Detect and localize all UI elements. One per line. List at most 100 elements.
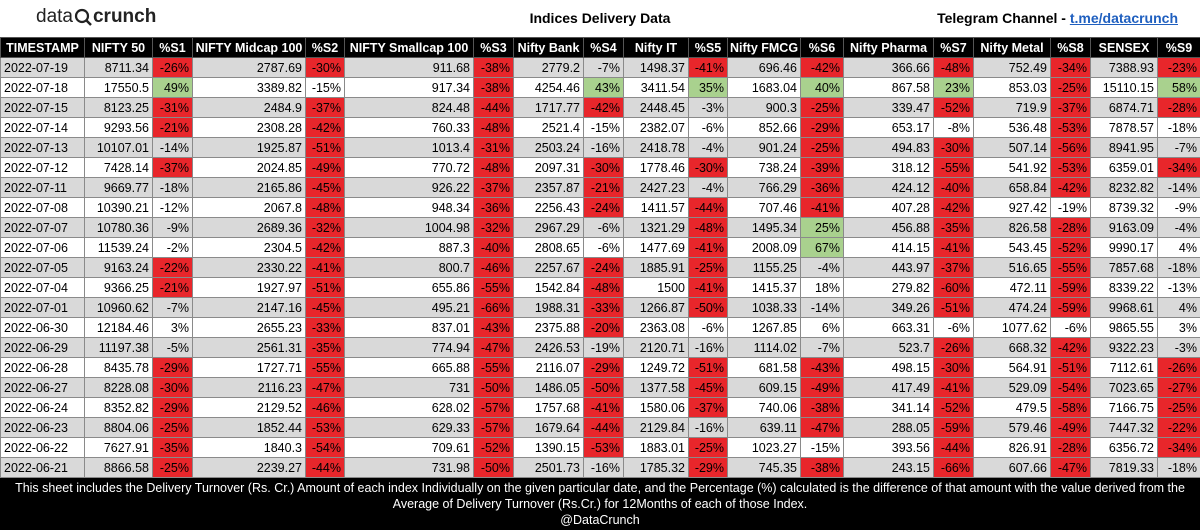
value-cell: 541.92 <box>974 158 1051 178</box>
percent-cell: -29% <box>689 458 728 478</box>
percent-cell: -37% <box>306 98 345 118</box>
percent-cell: -4% <box>801 258 844 278</box>
percent-cell: 49% <box>153 78 193 98</box>
value-cell: 7166.75 <box>1091 398 1158 418</box>
value-cell: 9322.23 <box>1091 338 1158 358</box>
value-cell: 536.48 <box>974 118 1051 138</box>
value-cell: 774.94 <box>345 338 474 358</box>
value-cell: 529.09 <box>974 378 1051 398</box>
value-cell: 2418.78 <box>624 138 689 158</box>
telegram-link[interactable]: t.me/datacrunch <box>1070 10 1178 26</box>
value-cell: 1415.37 <box>728 278 801 298</box>
percent-cell: -44% <box>584 418 624 438</box>
value-cell: 1321.29 <box>624 218 689 238</box>
percent-cell: 58% <box>1158 78 1200 98</box>
percent-cell: 23% <box>934 78 974 98</box>
percent-cell: -37% <box>474 178 514 198</box>
value-cell: 7388.93 <box>1091 58 1158 78</box>
percent-cell: -49% <box>801 378 844 398</box>
value-cell: 341.14 <box>844 398 934 418</box>
percent-cell: -6% <box>584 238 624 258</box>
value-cell: 745.35 <box>728 458 801 478</box>
value-cell: 1114.02 <box>728 338 801 358</box>
percent-cell: 3% <box>1158 318 1200 338</box>
value-cell: 709.61 <box>345 438 474 458</box>
value-cell: 1495.34 <box>728 218 801 238</box>
value-cell: 2257.67 <box>514 258 584 278</box>
value-cell: 1717.77 <box>514 98 584 118</box>
value-cell: 1852.44 <box>193 418 306 438</box>
date-cell: 2022-06-23 <box>1 418 85 438</box>
value-cell: 1411.57 <box>624 198 689 218</box>
date-cell: 2022-07-18 <box>1 78 85 98</box>
percent-cell: -3% <box>689 98 728 118</box>
value-cell: 2120.71 <box>624 338 689 358</box>
column-header: %S9 <box>1158 38 1200 58</box>
value-cell: 3411.54 <box>624 78 689 98</box>
column-header: Nifty FMCG <box>728 38 801 58</box>
percent-cell: -35% <box>934 218 974 238</box>
percent-cell: -15% <box>584 118 624 138</box>
date-cell: 2022-07-08 <box>1 198 85 218</box>
value-cell: 10780.36 <box>85 218 153 238</box>
percent-cell: -36% <box>801 178 844 198</box>
value-cell: 2129.52 <box>193 398 306 418</box>
value-cell: 472.11 <box>974 278 1051 298</box>
percent-cell: -41% <box>689 278 728 298</box>
value-cell: 1580.06 <box>624 398 689 418</box>
value-cell: 11197.38 <box>85 338 153 358</box>
percent-cell: -29% <box>801 118 844 138</box>
value-cell: 2363.08 <box>624 318 689 338</box>
percent-cell: -46% <box>474 258 514 278</box>
value-cell: 2503.24 <box>514 138 584 158</box>
percent-cell: 4% <box>1158 238 1200 258</box>
percent-cell: 43% <box>584 78 624 98</box>
percent-cell: -28% <box>1051 218 1091 238</box>
column-header: TIMESTAMP <box>1 38 85 58</box>
percent-cell: -16% <box>689 418 728 438</box>
percent-cell: -50% <box>474 458 514 478</box>
date-cell: 2022-07-14 <box>1 118 85 138</box>
value-cell: 7023.65 <box>1091 378 1158 398</box>
percent-cell: -24% <box>584 258 624 278</box>
value-cell: 7857.68 <box>1091 258 1158 278</box>
percent-cell: -38% <box>474 58 514 78</box>
value-cell: 639.11 <box>728 418 801 438</box>
percent-cell: -7% <box>1158 138 1200 158</box>
date-cell: 2022-07-12 <box>1 158 85 178</box>
value-cell: 2787.69 <box>193 58 306 78</box>
value-cell: 1727.71 <box>193 358 306 378</box>
date-cell: 2022-06-27 <box>1 378 85 398</box>
percent-cell: -4% <box>689 138 728 158</box>
date-cell: 2022-07-04 <box>1 278 85 298</box>
percent-cell: -44% <box>934 438 974 458</box>
telegram: Telegram Channel - t.me/datacrunch <box>937 10 1178 26</box>
percent-cell: -33% <box>306 318 345 338</box>
value-cell: 1486.05 <box>514 378 584 398</box>
percent-cell: -50% <box>689 298 728 318</box>
percent-cell: -42% <box>306 118 345 138</box>
percent-cell: -29% <box>584 358 624 378</box>
percent-cell: -47% <box>1051 458 1091 478</box>
percent-cell: -45% <box>306 298 345 318</box>
column-header: %S7 <box>934 38 974 58</box>
value-cell: 1498.37 <box>624 58 689 78</box>
percent-cell: -34% <box>1158 158 1200 178</box>
value-cell: 2165.86 <box>193 178 306 198</box>
value-cell: 417.49 <box>844 378 934 398</box>
percent-cell: -19% <box>1051 198 1091 218</box>
value-cell: 2501.73 <box>514 458 584 478</box>
percent-cell: -38% <box>801 398 844 418</box>
percent-cell: -51% <box>306 278 345 298</box>
value-cell: 1266.87 <box>624 298 689 318</box>
value-cell: 366.66 <box>844 58 934 78</box>
percent-cell: -47% <box>306 378 345 398</box>
value-cell: 9990.17 <box>1091 238 1158 258</box>
value-cell: 2967.29 <box>514 218 584 238</box>
percent-cell: 4% <box>1158 298 1200 318</box>
value-cell: 2147.16 <box>193 298 306 318</box>
